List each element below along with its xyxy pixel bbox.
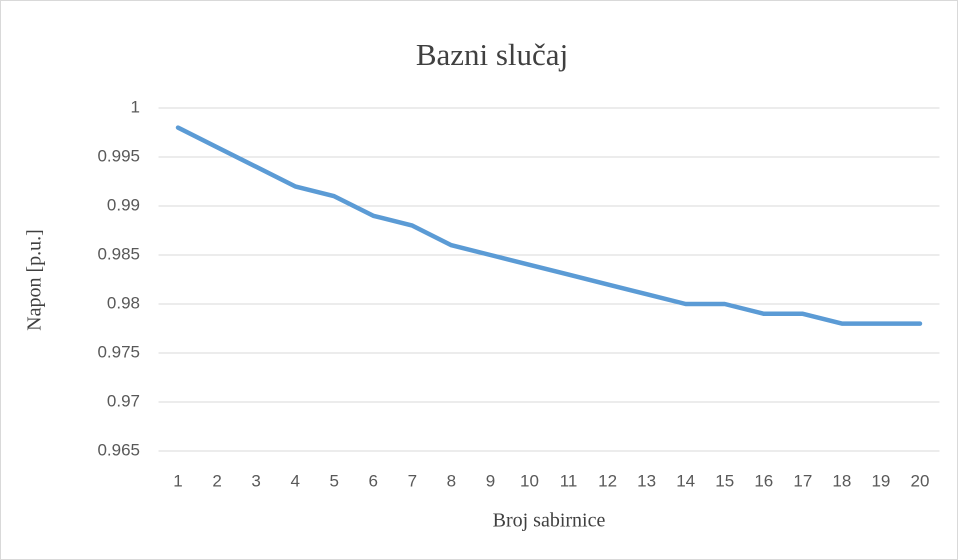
x-tick-label: 18 bbox=[832, 471, 851, 490]
chart-title: Bazni slučaj bbox=[416, 37, 568, 72]
x-tick-label: 13 bbox=[637, 471, 656, 490]
x-tick-label: 14 bbox=[676, 471, 695, 490]
x-tick-label: 15 bbox=[715, 471, 734, 490]
x-tick-label: 20 bbox=[911, 471, 930, 490]
y-tick-label: 1 bbox=[131, 97, 140, 116]
x-tick-label: 11 bbox=[560, 471, 578, 490]
x-tick-label: 4 bbox=[290, 471, 299, 490]
y-tick-label: 0.975 bbox=[97, 342, 140, 361]
x-tick-label: 19 bbox=[871, 471, 890, 490]
x-tick-label: 17 bbox=[793, 471, 812, 490]
y-tick-label: 0.985 bbox=[97, 244, 140, 263]
x-tick-label: 12 bbox=[598, 471, 617, 490]
y-tick-label: 0.99 bbox=[107, 195, 140, 214]
x-tick-label: 3 bbox=[251, 471, 260, 490]
x-tick-label: 10 bbox=[520, 471, 539, 490]
y-tick-label: 0.965 bbox=[97, 440, 140, 459]
y-tick-label: 0.98 bbox=[107, 293, 140, 312]
x-tick-label: 6 bbox=[369, 471, 378, 490]
x-tick-label: 5 bbox=[329, 471, 338, 490]
x-tick-label: 2 bbox=[212, 471, 221, 490]
x-tick-label: 16 bbox=[754, 471, 773, 490]
y-tick-label: 0.995 bbox=[97, 146, 140, 165]
y-axis-label: Napon [p.u.] bbox=[24, 229, 46, 331]
y-tick-label: 0.97 bbox=[107, 391, 140, 410]
x-tick-label: 7 bbox=[408, 471, 417, 490]
x-tick-label: 8 bbox=[447, 471, 456, 490]
x-tick-label: 1 bbox=[173, 471, 182, 490]
data-line bbox=[175, 125, 923, 326]
x-tick-label: 9 bbox=[486, 471, 495, 490]
x-axis-label: Broj sabirnice bbox=[493, 510, 606, 532]
